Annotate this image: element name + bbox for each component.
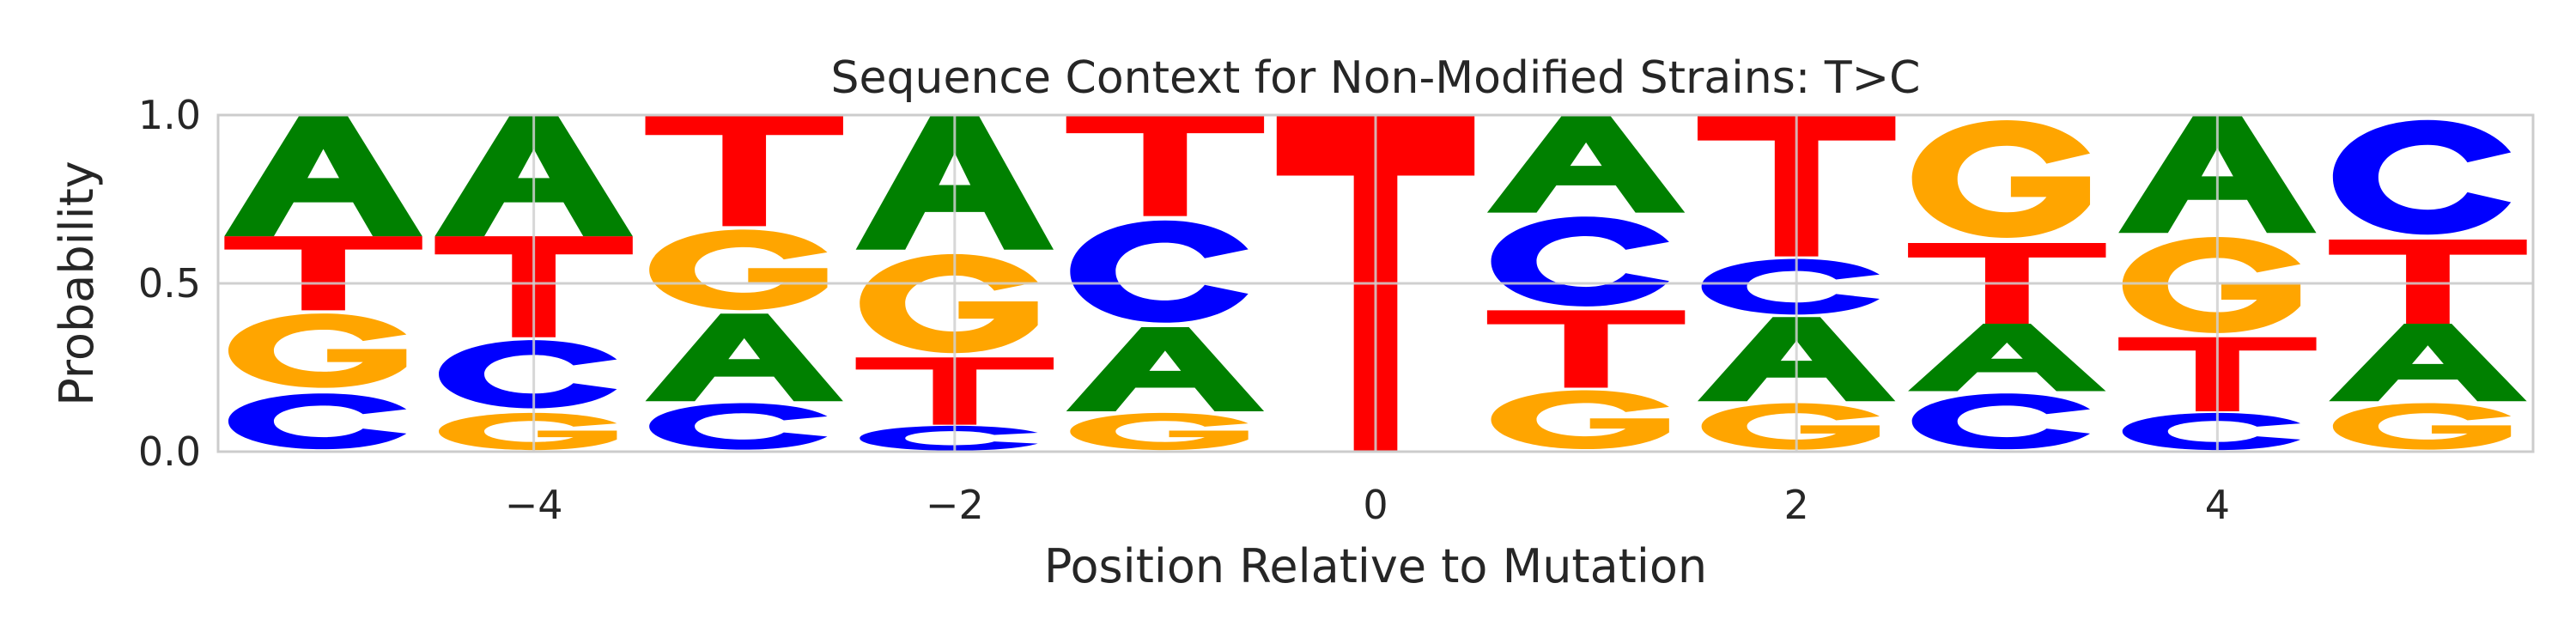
letter-a-pos-1: [1486, 115, 1686, 213]
grid-overlay: [218, 115, 2533, 452]
letter-c-pos--3: [649, 403, 828, 450]
letter-c-pos--5: [228, 393, 407, 450]
letter-a-pos--5: [224, 115, 422, 237]
letter-g-pos-4: [2122, 237, 2301, 333]
tick-labels: −4 −2 0 2 4 0.0 0.5 1.0: [138, 92, 2230, 528]
letter-c-pos--4: [439, 340, 617, 409]
letter-g-pos-2: [1701, 403, 1880, 450]
y-tick-label: 0.0: [138, 428, 201, 475]
letter-a-pos--3: [645, 313, 843, 402]
letter-g-pos--5: [228, 313, 407, 388]
letter-g-pos--4: [439, 412, 617, 451]
x-tick-label: −4: [505, 482, 563, 528]
x-tick-label: −2: [926, 482, 984, 528]
letter-a-pos-5: [2329, 324, 2527, 402]
x-tick-label: 4: [2205, 482, 2230, 528]
x-tick-label: 0: [1363, 482, 1388, 528]
letter-a-pos--4: [434, 115, 633, 237]
letter-c-pos--1: [1070, 220, 1249, 323]
letter-g-pos--3: [649, 229, 828, 311]
letter-c-pos-4: [2122, 412, 2301, 451]
letter-a-pos--2: [855, 115, 1054, 250]
y-axis-label: Probability: [50, 161, 104, 405]
x-axis-label: Position Relative to Mutation: [1044, 539, 1707, 593]
y-tick-label: 0.5: [138, 260, 201, 307]
letter-a-pos-4: [2118, 115, 2317, 234]
x-tick-label: 2: [1784, 482, 1809, 528]
letter-t-pos-1: [1486, 310, 1686, 388]
letter-t-pos--5: [224, 236, 422, 311]
letter-t-pos-5: [2329, 240, 2527, 325]
letter-c-pos-3: [1911, 393, 2091, 450]
letter-a-pos-3: [1908, 324, 2106, 392]
letter-g-pos-1: [1491, 390, 1669, 450]
letter-g-pos-5: [2332, 403, 2512, 450]
letter-a-pos--1: [1066, 326, 1265, 411]
letter-t-pos--1: [1066, 115, 1265, 216]
letter-g-pos--1: [1070, 412, 1249, 451]
letter-a-pos-2: [1697, 317, 1896, 402]
chart-title: Sequence Context for Non-Modified Strain…: [831, 52, 1921, 104]
letter-c-pos-2: [1701, 258, 1880, 315]
letter-c-pos-5: [2332, 119, 2512, 235]
letter-g-pos-3: [1911, 119, 2091, 239]
y-tick-label: 1.0: [138, 92, 201, 138]
letter-t-pos--3: [645, 115, 843, 227]
letter-c-pos--2: [860, 425, 1038, 451]
letter-g-pos--2: [860, 253, 1038, 354]
plot-frame: [216, 113, 2535, 453]
